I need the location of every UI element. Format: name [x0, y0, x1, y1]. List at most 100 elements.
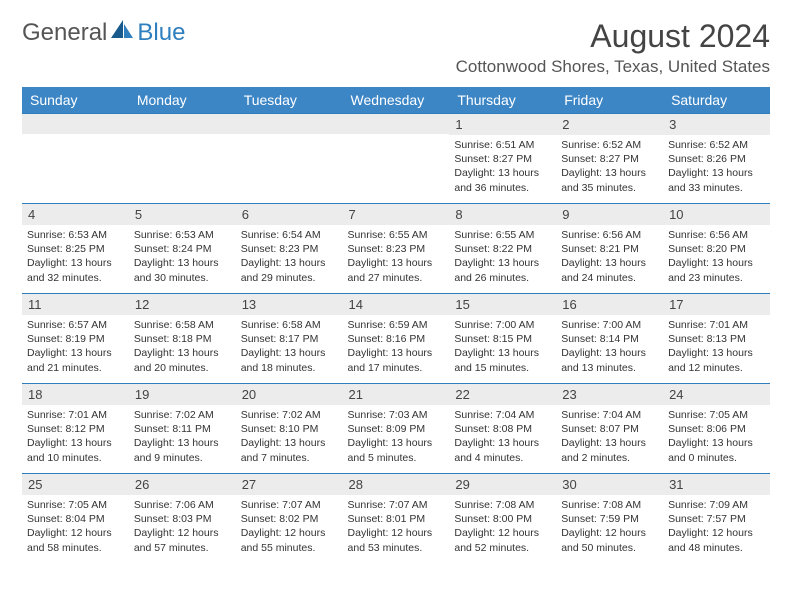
daylight-text: Daylight: 13 hours and 10 minutes. [27, 436, 124, 464]
calendar-day-cell: 30Sunrise: 7:08 AMSunset: 7:59 PMDayligh… [556, 474, 663, 564]
page-title: August 2024 [456, 18, 770, 55]
sunrise-text: Sunrise: 7:01 AM [668, 318, 765, 332]
sunset-text: Sunset: 8:24 PM [134, 242, 231, 256]
sunset-text: Sunset: 8:23 PM [241, 242, 338, 256]
daylight-text: Daylight: 13 hours and 33 minutes. [668, 166, 765, 194]
day-details: Sunrise: 7:07 AMSunset: 8:01 PMDaylight:… [343, 495, 450, 557]
daylight-text: Daylight: 13 hours and 15 minutes. [454, 346, 551, 374]
daylight-text: Daylight: 13 hours and 17 minutes. [348, 346, 445, 374]
calendar-day-cell [343, 114, 450, 204]
daylight-text: Daylight: 13 hours and 32 minutes. [27, 256, 124, 284]
calendar-day-cell: 28Sunrise: 7:07 AMSunset: 8:01 PMDayligh… [343, 474, 450, 564]
day-number: 29 [449, 474, 556, 495]
day-number: 24 [663, 384, 770, 405]
sunrise-text: Sunrise: 7:05 AM [27, 498, 124, 512]
daylight-text: Daylight: 12 hours and 50 minutes. [561, 526, 658, 554]
daylight-text: Daylight: 12 hours and 53 minutes. [348, 526, 445, 554]
day-number: 26 [129, 474, 236, 495]
logo: General Blue [22, 18, 185, 47]
calendar-day-cell [129, 114, 236, 204]
day-number: 21 [343, 384, 450, 405]
day-details: Sunrise: 7:09 AMSunset: 7:57 PMDaylight:… [663, 495, 770, 557]
calendar-day-cell: 18Sunrise: 7:01 AMSunset: 8:12 PMDayligh… [22, 384, 129, 474]
day-details: Sunrise: 6:52 AMSunset: 8:27 PMDaylight:… [556, 135, 663, 197]
day-number: 18 [22, 384, 129, 405]
day-number: 7 [343, 204, 450, 225]
calendar-day-cell: 27Sunrise: 7:07 AMSunset: 8:02 PMDayligh… [236, 474, 343, 564]
calendar-day-cell [22, 114, 129, 204]
day-details [22, 134, 129, 194]
day-number: 3 [663, 114, 770, 135]
day-number: 12 [129, 294, 236, 315]
daylight-text: Daylight: 13 hours and 24 minutes. [561, 256, 658, 284]
sunrise-text: Sunrise: 7:08 AM [561, 498, 658, 512]
daylight-text: Daylight: 13 hours and 5 minutes. [348, 436, 445, 464]
day-details: Sunrise: 6:55 AMSunset: 8:23 PMDaylight:… [343, 225, 450, 287]
sunset-text: Sunset: 8:09 PM [348, 422, 445, 436]
day-details: Sunrise: 7:05 AMSunset: 8:04 PMDaylight:… [22, 495, 129, 557]
weekday-header: Monday [129, 87, 236, 114]
day-number [343, 114, 450, 134]
day-number: 11 [22, 294, 129, 315]
header: General Blue August 2024 Cottonwood Shor… [22, 18, 770, 77]
calendar-day-cell: 31Sunrise: 7:09 AMSunset: 7:57 PMDayligh… [663, 474, 770, 564]
calendar-day-cell: 6Sunrise: 6:54 AMSunset: 8:23 PMDaylight… [236, 204, 343, 294]
calendar-day-cell: 25Sunrise: 7:05 AMSunset: 8:04 PMDayligh… [22, 474, 129, 564]
calendar-week-row: 18Sunrise: 7:01 AMSunset: 8:12 PMDayligh… [22, 384, 770, 474]
day-details: Sunrise: 6:57 AMSunset: 8:19 PMDaylight:… [22, 315, 129, 377]
sunset-text: Sunset: 8:21 PM [561, 242, 658, 256]
daylight-text: Daylight: 13 hours and 35 minutes. [561, 166, 658, 194]
sunset-text: Sunset: 8:15 PM [454, 332, 551, 346]
day-number: 27 [236, 474, 343, 495]
day-number [236, 114, 343, 134]
calendar-day-cell: 22Sunrise: 7:04 AMSunset: 8:08 PMDayligh… [449, 384, 556, 474]
sunset-text: Sunset: 8:16 PM [348, 332, 445, 346]
day-details: Sunrise: 7:01 AMSunset: 8:13 PMDaylight:… [663, 315, 770, 377]
sunrise-text: Sunrise: 7:04 AM [454, 408, 551, 422]
day-details: Sunrise: 6:53 AMSunset: 8:24 PMDaylight:… [129, 225, 236, 287]
sunset-text: Sunset: 8:20 PM [668, 242, 765, 256]
day-details: Sunrise: 7:07 AMSunset: 8:02 PMDaylight:… [236, 495, 343, 557]
calendar-day-cell: 3Sunrise: 6:52 AMSunset: 8:26 PMDaylight… [663, 114, 770, 204]
day-details: Sunrise: 6:54 AMSunset: 8:23 PMDaylight:… [236, 225, 343, 287]
sunrise-text: Sunrise: 6:59 AM [348, 318, 445, 332]
calendar-day-cell: 11Sunrise: 6:57 AMSunset: 8:19 PMDayligh… [22, 294, 129, 384]
calendar-day-cell [236, 114, 343, 204]
sunset-text: Sunset: 8:04 PM [27, 512, 124, 526]
sunset-text: Sunset: 8:17 PM [241, 332, 338, 346]
day-details: Sunrise: 7:08 AMSunset: 7:59 PMDaylight:… [556, 495, 663, 557]
sunrise-text: Sunrise: 7:00 AM [454, 318, 551, 332]
day-number: 23 [556, 384, 663, 405]
weekday-header: Saturday [663, 87, 770, 114]
sunset-text: Sunset: 8:02 PM [241, 512, 338, 526]
sunset-text: Sunset: 8:23 PM [348, 242, 445, 256]
sunrise-text: Sunrise: 7:02 AM [241, 408, 338, 422]
logo-text-general: General [22, 19, 107, 47]
calendar-day-cell: 13Sunrise: 6:58 AMSunset: 8:17 PMDayligh… [236, 294, 343, 384]
sunset-text: Sunset: 8:07 PM [561, 422, 658, 436]
sunrise-text: Sunrise: 6:56 AM [561, 228, 658, 242]
sunset-text: Sunset: 8:00 PM [454, 512, 551, 526]
sunset-text: Sunset: 8:10 PM [241, 422, 338, 436]
daylight-text: Daylight: 12 hours and 55 minutes. [241, 526, 338, 554]
day-details [129, 134, 236, 194]
daylight-text: Daylight: 13 hours and 29 minutes. [241, 256, 338, 284]
day-details: Sunrise: 7:02 AMSunset: 8:10 PMDaylight:… [236, 405, 343, 467]
day-number: 28 [343, 474, 450, 495]
day-number: 6 [236, 204, 343, 225]
sunrise-text: Sunrise: 6:52 AM [561, 138, 658, 152]
sunset-text: Sunset: 8:12 PM [27, 422, 124, 436]
sunrise-text: Sunrise: 7:08 AM [454, 498, 551, 512]
day-number: 5 [129, 204, 236, 225]
daylight-text: Daylight: 13 hours and 21 minutes. [27, 346, 124, 374]
calendar-day-cell: 10Sunrise: 6:56 AMSunset: 8:20 PMDayligh… [663, 204, 770, 294]
sunrise-text: Sunrise: 6:54 AM [241, 228, 338, 242]
sunset-text: Sunset: 8:26 PM [668, 152, 765, 166]
day-number: 14 [343, 294, 450, 315]
day-details: Sunrise: 7:06 AMSunset: 8:03 PMDaylight:… [129, 495, 236, 557]
sunset-text: Sunset: 8:27 PM [454, 152, 551, 166]
calendar-day-cell: 12Sunrise: 6:58 AMSunset: 8:18 PMDayligh… [129, 294, 236, 384]
day-details: Sunrise: 7:05 AMSunset: 8:06 PMDaylight:… [663, 405, 770, 467]
day-number: 30 [556, 474, 663, 495]
day-number: 13 [236, 294, 343, 315]
